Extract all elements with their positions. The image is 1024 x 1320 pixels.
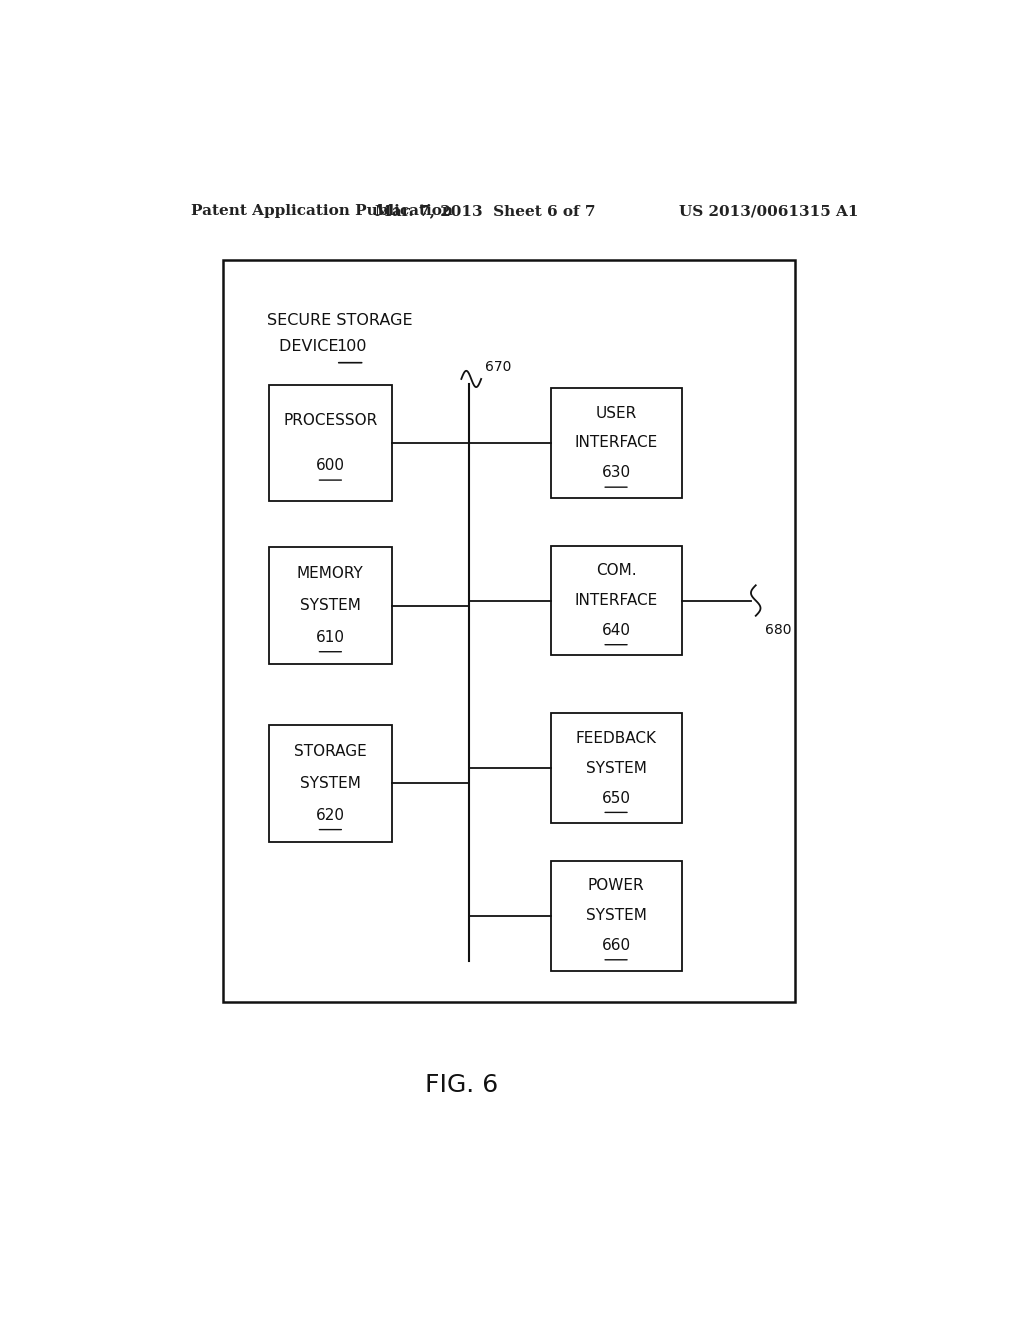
Bar — [269, 548, 392, 664]
Text: USER: USER — [595, 405, 637, 421]
Text: INTERFACE: INTERFACE — [574, 436, 657, 450]
Bar — [551, 388, 682, 498]
Text: POWER: POWER — [588, 878, 644, 894]
Text: Mar. 7, 2013  Sheet 6 of 7: Mar. 7, 2013 Sheet 6 of 7 — [375, 205, 595, 218]
Text: PROCESSOR: PROCESSOR — [284, 413, 378, 428]
Text: Patent Application Publication: Patent Application Publication — [191, 205, 454, 218]
Text: FEEDBACK: FEEDBACK — [575, 731, 656, 746]
Bar — [269, 384, 392, 502]
Bar — [269, 725, 392, 842]
Text: MEMORY: MEMORY — [297, 566, 364, 581]
Text: 670: 670 — [485, 360, 512, 374]
Text: 650: 650 — [601, 791, 631, 805]
Bar — [551, 545, 682, 656]
Text: STORAGE: STORAGE — [294, 744, 367, 759]
Text: SYSTEM: SYSTEM — [300, 776, 360, 791]
Text: COM.: COM. — [596, 564, 636, 578]
Text: INTERFACE: INTERFACE — [574, 593, 657, 609]
Text: SECURE STORAGE: SECURE STORAGE — [267, 313, 413, 327]
Text: FIG. 6: FIG. 6 — [425, 1073, 498, 1097]
Text: 600: 600 — [315, 458, 345, 474]
Text: US 2013/0061315 A1: US 2013/0061315 A1 — [679, 205, 858, 218]
Text: 640: 640 — [601, 623, 631, 638]
Text: 680: 680 — [765, 623, 792, 636]
Text: SYSTEM: SYSTEM — [300, 598, 360, 612]
Text: SYSTEM: SYSTEM — [586, 760, 646, 776]
Text: 610: 610 — [315, 630, 345, 645]
Text: 630: 630 — [601, 466, 631, 480]
Text: 100: 100 — [336, 339, 367, 354]
Bar — [551, 713, 682, 824]
Text: 660: 660 — [601, 939, 631, 953]
Text: SYSTEM: SYSTEM — [586, 908, 646, 923]
Text: 620: 620 — [315, 808, 345, 822]
Bar — [551, 861, 682, 970]
Text: DEVICE: DEVICE — [279, 339, 343, 354]
Bar — [223, 260, 795, 1002]
